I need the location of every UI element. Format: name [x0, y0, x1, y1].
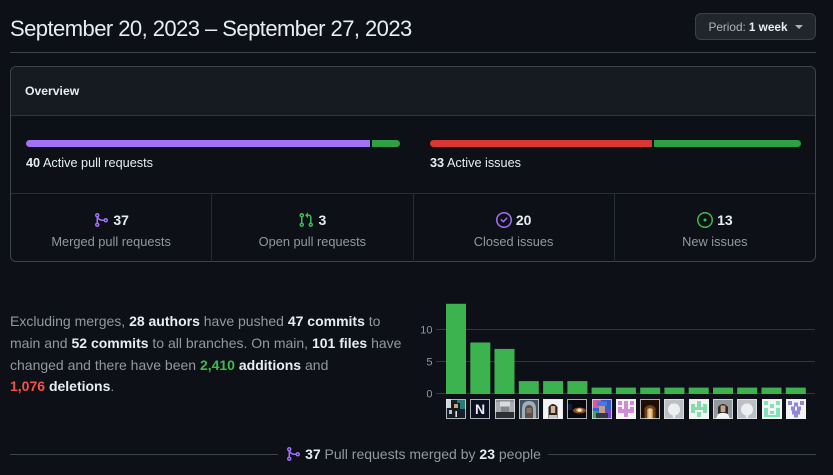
svg-text:N: N	[475, 401, 485, 417]
svg-text:0: 0	[426, 389, 432, 401]
svg-text:5: 5	[426, 357, 432, 369]
svg-text:10: 10	[420, 325, 432, 337]
